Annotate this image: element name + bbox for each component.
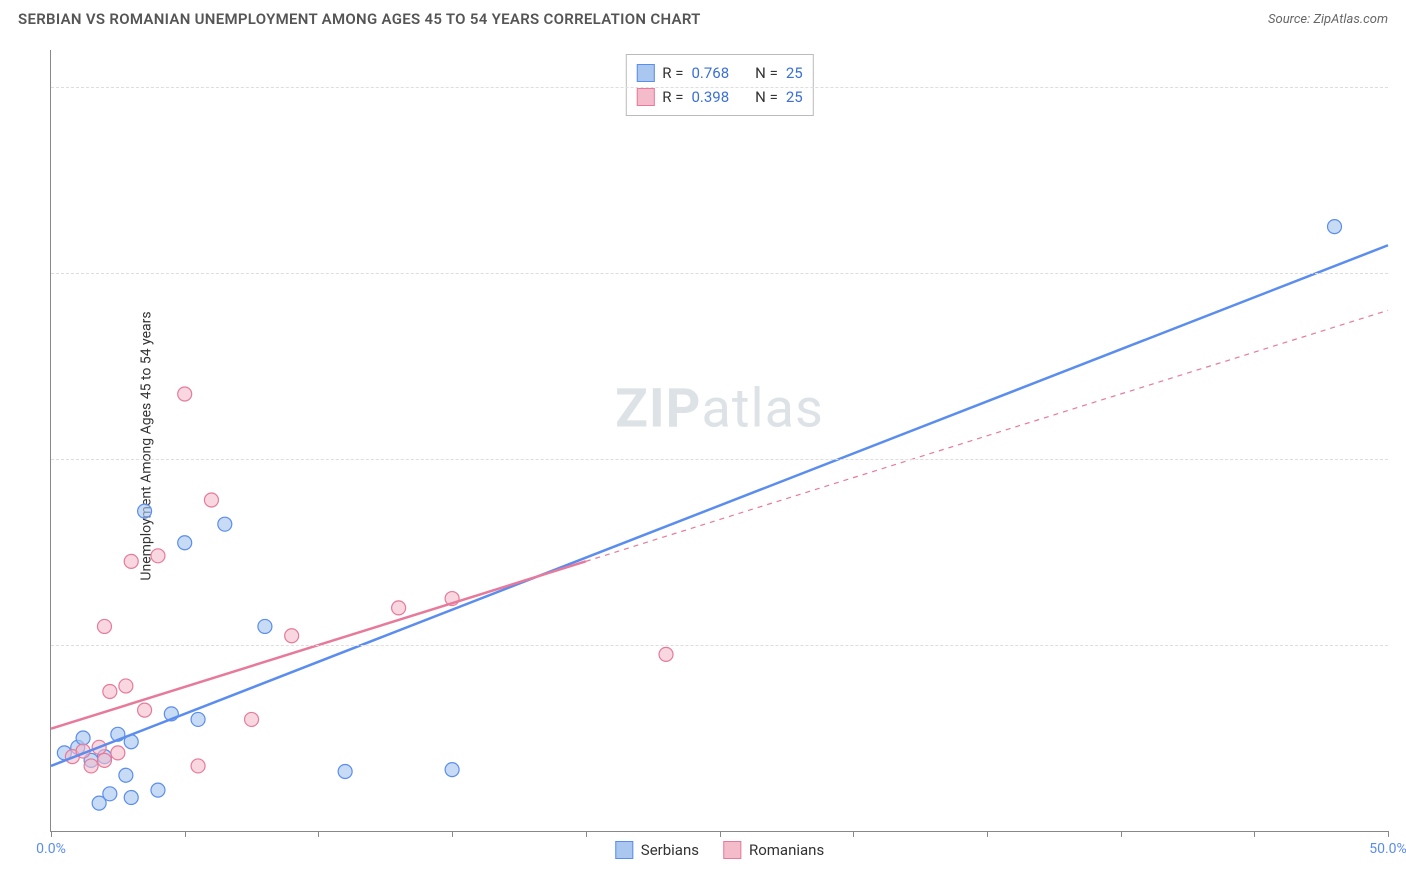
r-label: R = bbox=[662, 85, 683, 109]
data-point bbox=[285, 629, 299, 643]
data-point bbox=[151, 783, 165, 797]
data-point bbox=[445, 763, 459, 777]
data-point bbox=[124, 554, 138, 568]
data-point bbox=[338, 764, 352, 778]
data-point bbox=[138, 703, 152, 717]
legend-swatch bbox=[636, 64, 654, 82]
x-tick bbox=[987, 831, 988, 837]
legend-swatch bbox=[636, 88, 654, 106]
data-point bbox=[124, 791, 138, 805]
data-point bbox=[119, 768, 133, 782]
plot-area: ZIPatlas R =0.768N =25R =0.398N =25 Serb… bbox=[50, 50, 1388, 832]
chart-title: SERBIAN VS ROMANIAN UNEMPLOYMENT AMONG A… bbox=[18, 10, 701, 28]
r-value: 0.768 bbox=[691, 61, 729, 85]
correlation-legend: R = 0.768 N = 25 R = 0.398 N = 25 bbox=[625, 54, 813, 116]
regression-line bbox=[51, 245, 1388, 766]
series-legend: Serbians Romanians bbox=[615, 841, 824, 859]
r-label: R = bbox=[662, 61, 683, 85]
x-tick bbox=[452, 831, 453, 837]
legend-swatch bbox=[615, 841, 633, 859]
x-tick bbox=[586, 831, 587, 837]
series-legend-label: Serbians bbox=[641, 841, 699, 859]
data-point bbox=[1328, 220, 1342, 234]
x-tick bbox=[1121, 831, 1122, 837]
series-legend-label: Romanians bbox=[749, 841, 824, 859]
x-tick bbox=[853, 831, 854, 837]
n-label: N = bbox=[755, 85, 778, 109]
x-tick-label: 50.0% bbox=[1369, 841, 1406, 857]
series-legend-item: Serbians bbox=[615, 841, 699, 859]
x-tick bbox=[51, 831, 52, 837]
source-name: ZipAtlas.com bbox=[1313, 12, 1388, 27]
regression-line-dashed bbox=[586, 310, 1388, 561]
gridline bbox=[51, 273, 1388, 274]
data-point bbox=[218, 517, 232, 531]
data-point bbox=[245, 712, 259, 726]
x-tick bbox=[1254, 831, 1255, 837]
legend-swatch bbox=[723, 841, 741, 859]
n-label: N = bbox=[755, 61, 778, 85]
correlation-legend-row: R = 0.398 N = 25 bbox=[636, 85, 802, 109]
data-point bbox=[119, 679, 133, 693]
series-legend-item: Romanians bbox=[723, 841, 824, 859]
data-point bbox=[97, 619, 111, 633]
x-tick bbox=[185, 831, 186, 837]
data-point bbox=[76, 731, 90, 745]
data-point bbox=[151, 549, 165, 563]
gridline bbox=[51, 459, 1388, 460]
data-point bbox=[103, 685, 117, 699]
scatter-plot-svg bbox=[51, 50, 1388, 831]
n-value: 25 bbox=[786, 61, 803, 85]
data-point bbox=[191, 712, 205, 726]
source-prefix: Source: bbox=[1268, 12, 1313, 27]
data-point bbox=[92, 796, 106, 810]
x-tick bbox=[318, 831, 319, 837]
data-point bbox=[178, 387, 192, 401]
chart-header: SERBIAN VS ROMANIAN UNEMPLOYMENT AMONG A… bbox=[0, 0, 1406, 34]
x-tick-label: 0.0% bbox=[36, 841, 66, 857]
data-point bbox=[659, 647, 673, 661]
source-attribution: Source: ZipAtlas.com bbox=[1268, 12, 1388, 27]
r-value: 0.398 bbox=[691, 85, 729, 109]
data-point bbox=[111, 746, 125, 760]
data-point bbox=[204, 493, 218, 507]
x-tick bbox=[1388, 831, 1389, 837]
gridline bbox=[51, 645, 1388, 646]
data-point bbox=[392, 601, 406, 615]
x-tick bbox=[720, 831, 721, 837]
gridline bbox=[51, 87, 1388, 88]
data-point bbox=[97, 753, 111, 767]
data-point bbox=[178, 536, 192, 550]
n-value: 25 bbox=[786, 85, 803, 109]
correlation-legend-row: R = 0.768 N = 25 bbox=[636, 61, 802, 85]
data-point bbox=[258, 619, 272, 633]
data-point bbox=[191, 759, 205, 773]
data-point bbox=[138, 504, 152, 518]
data-point bbox=[84, 759, 98, 773]
